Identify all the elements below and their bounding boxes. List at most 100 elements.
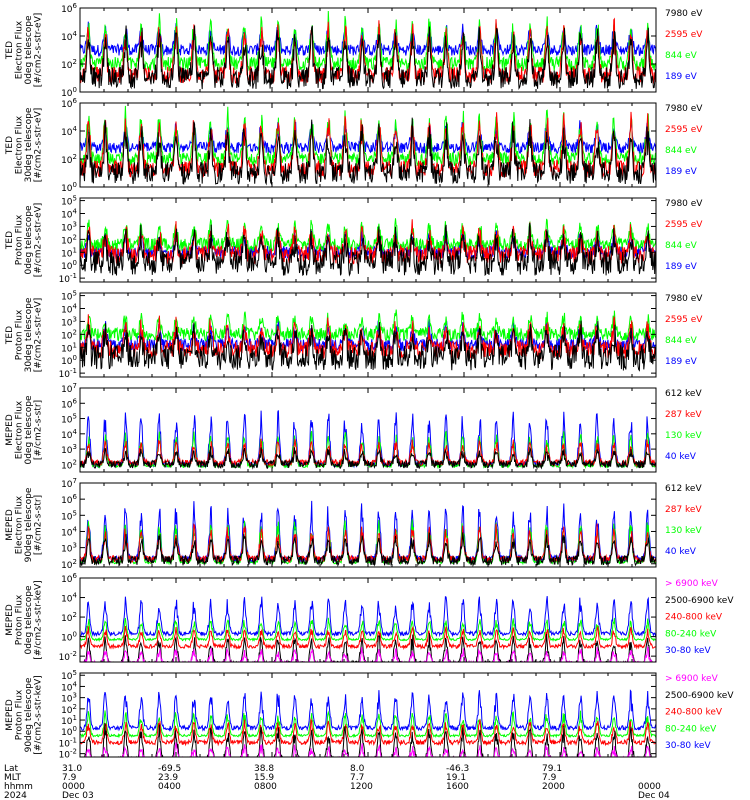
y-axis-label-line: Proton Flux	[15, 594, 25, 645]
series-trace-3	[80, 410, 656, 469]
y-axis-label-line: MEPED	[5, 414, 15, 446]
y-tick-label: 10-2	[59, 748, 77, 761]
y-axis-label-line: [#/cm2-s-str]	[34, 495, 44, 555]
panel-0-traces	[80, 10, 656, 91]
time-axis-row-label: 2024	[4, 791, 27, 800]
panel-1-traces	[80, 105, 656, 186]
legend-entry: 40 keV	[665, 452, 697, 462]
y-tick-label: 102	[61, 558, 77, 571]
legend-entry: 7980 eV	[665, 104, 703, 114]
series-trace-1	[80, 219, 656, 265]
time-axis-cell: 0800	[254, 782, 277, 792]
series-trace-4	[80, 689, 656, 732]
panel-6: 10-2 100 102 104 106 MEPED Proton Flux 0deg tel…	[5, 572, 734, 663]
y-tick-label: 10-1	[59, 367, 77, 380]
y-axis-label-line: [#/cm2-s-str-eV]	[34, 13, 44, 88]
series-trace-2	[80, 625, 656, 651]
panel-5: 102 103 104 105 106 107 MEPED Electron Flux 90de…	[5, 477, 702, 571]
series-trace-0	[80, 117, 656, 186]
time-axis-cell: -46.3	[446, 764, 469, 774]
y-tick-label: 104	[61, 208, 77, 221]
series-trace-2	[80, 309, 656, 342]
y-tick-label: 10-2	[59, 650, 77, 663]
legend-entry: 7980 eV	[665, 294, 703, 304]
panel-6-traces	[80, 596, 656, 662]
legend-entry: 612 keV	[665, 484, 702, 494]
y-tick-label: 104	[61, 525, 77, 538]
y-axis-label-line: Electron Flux	[15, 400, 25, 459]
legend-entry: 2500-6900 keV	[665, 596, 734, 606]
panel-frame	[79, 672, 657, 758]
legend-entry: 2595 eV	[665, 30, 703, 40]
panel-frame	[79, 387, 657, 473]
legend-entry: 189 eV	[665, 72, 698, 82]
y-axis-label-line: MEPED	[5, 509, 15, 541]
time-axis-cell: 79.1	[542, 764, 562, 774]
legend-entry: 287 keV	[665, 410, 702, 420]
y-axis-label-line: MEPED	[5, 604, 15, 636]
y-axis-label-line: [#/cm2-s-str-eV]	[34, 298, 44, 373]
y-axis-label-line: Proton Flux	[15, 689, 25, 740]
time-axis-row-label: hhmm	[4, 782, 33, 792]
time-axis-cell: 7.9	[62, 773, 77, 783]
y-axis-label-line: MEPED	[5, 699, 15, 731]
series-trace-3	[80, 120, 656, 156]
y-axis-label-line: 0deg telescope	[24, 585, 34, 655]
y-axis-label-line: 30deg telescope	[24, 297, 34, 372]
legend-entry: 7980 eV	[665, 9, 703, 19]
y-tick-label: 100	[61, 354, 77, 367]
time-axis-cell: 23.9	[158, 773, 178, 783]
legend-entry: 2595 eV	[665, 125, 703, 135]
y-tick-label: 107	[61, 477, 77, 490]
legend-entry: 80-240 keV	[665, 629, 717, 639]
time-axis-cell: Dec 03	[62, 791, 94, 800]
legend-entry: 189 eV	[665, 357, 698, 367]
y-tick-label: 102	[61, 153, 77, 166]
y-tick-label: 105	[61, 413, 77, 426]
series-trace-3	[80, 21, 656, 58]
legend-entry: 844 eV	[665, 146, 698, 156]
time-axis-cell: Dec 04	[638, 791, 670, 800]
legend-entry: 844 eV	[665, 51, 698, 61]
y-axis-label-line: TED	[5, 231, 15, 250]
y-axis-label-line: [#/cm2-s-str-eV]	[34, 108, 44, 183]
y-tick-label: 105	[61, 509, 77, 522]
y-tick-label: 103	[61, 443, 77, 456]
time-axis-cell: 2000	[542, 782, 565, 792]
series-trace-2	[80, 105, 656, 168]
panel-3-traces	[80, 309, 656, 372]
y-axis-label-line: Electron Flux	[15, 495, 25, 554]
time-axis-cell: 19.1	[446, 773, 466, 783]
time-axis-row-label: MLT	[4, 773, 22, 783]
y-axis-label-line: 90deg telescope	[24, 677, 34, 752]
y-axis-label-line: 30deg telescope	[24, 107, 34, 182]
series-trace-2	[80, 717, 656, 747]
series-trace-4	[80, 596, 656, 638]
y-tick-label: 105	[61, 195, 77, 208]
time-axis-cell: -69.5	[158, 764, 181, 774]
series-trace-2	[80, 10, 656, 72]
series-trace-0	[80, 320, 656, 372]
panel-5-traces	[80, 500, 656, 567]
legend-entry: > 6900 keV	[665, 674, 719, 684]
y-tick-label: 102	[61, 458, 77, 471]
panel-4: 102 103 104 105 106 107 MEPED Electron Flux 0deg…	[5, 382, 702, 473]
legend-entry: 189 eV	[665, 167, 698, 177]
time-axis-cell: 15.9	[254, 773, 274, 783]
y-tick-label: 103	[61, 542, 77, 555]
y-tick-label: 106	[61, 493, 77, 506]
legend-entry: 240-800 keV	[665, 613, 723, 623]
time-axis-cell: 0000	[638, 782, 661, 792]
y-tick-label: 102	[61, 233, 77, 246]
y-axis-label-line: [#/cm2-s-str]	[34, 400, 44, 460]
panel-2-traces	[80, 218, 656, 277]
y-tick-label: 107	[61, 382, 77, 395]
y-axis-label-line: Proton Flux	[15, 309, 25, 360]
legend-entry: 844 eV	[665, 336, 698, 346]
legend-entry: > 6900 keV	[665, 579, 719, 589]
y-tick-label: 104	[61, 592, 77, 605]
